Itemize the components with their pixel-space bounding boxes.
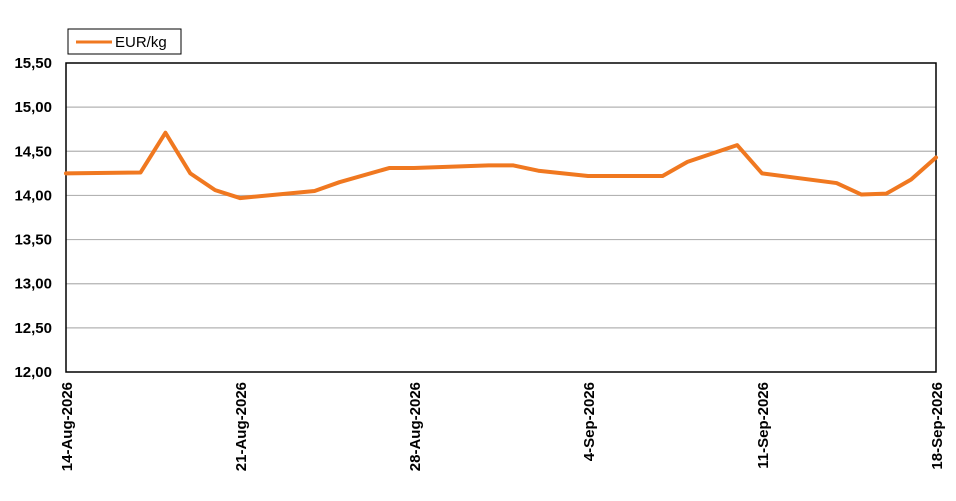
data-point — [935, 156, 937, 158]
y-axis-tick-labels: 12,00 12,50 13,00 13,50 14,00 14,50 15,00 15,50 — [14, 55, 52, 381]
y-tick-label: 14,00 — [14, 187, 52, 204]
legend-label-eur-kg: EUR/kg — [115, 34, 167, 51]
data-point — [512, 164, 514, 166]
x-tick-label: 4-Sep-2026 — [581, 382, 598, 461]
data-point — [885, 193, 887, 195]
x-tick-label: 11-Sep-2026 — [755, 382, 772, 469]
data-point — [239, 197, 241, 199]
data-point — [164, 132, 166, 134]
data-point — [587, 175, 589, 177]
data-point — [338, 181, 340, 183]
data-point — [736, 144, 738, 146]
data-point — [65, 172, 67, 174]
x-tick-label: 18-Sep-2026 — [929, 382, 946, 470]
data-point — [537, 170, 539, 172]
y-tick-label: 13,00 — [14, 276, 52, 293]
data-point — [140, 171, 142, 173]
legend: EUR/kg — [67, 28, 182, 55]
data-point — [761, 172, 763, 174]
data-point — [314, 190, 316, 192]
y-tick-label: 14,50 — [14, 143, 52, 160]
series-layer — [64, 130, 938, 201]
data-point — [686, 161, 688, 163]
data-point — [388, 167, 390, 169]
y-tick-label: 12,00 — [14, 364, 52, 381]
data-point — [214, 189, 216, 191]
data-point — [910, 179, 912, 181]
y-tick-label: 15,50 — [14, 55, 52, 72]
data-point — [562, 172, 564, 174]
x-tick-label: 14-Aug-2026 — [59, 382, 76, 471]
data-point — [189, 172, 191, 174]
y-tick-label: 15,00 — [14, 99, 52, 116]
data-point — [413, 167, 415, 169]
x-tick-label: 28-Aug-2026 — [407, 382, 424, 471]
y-tick-label: 12,50 — [14, 320, 52, 337]
x-tick-label: 21-Aug-2026 — [233, 382, 250, 471]
data-point — [488, 164, 490, 166]
x-axis-tick-labels: 14-Aug-2026 21-Aug-2026 28-Aug-2026 4-Sep-2… — [59, 382, 946, 471]
y-tick-label: 13,50 — [14, 232, 52, 249]
data-point — [836, 182, 838, 184]
data-point — [662, 175, 664, 177]
gridlines — [66, 106, 936, 329]
data-point — [860, 194, 862, 196]
plot-area-frame — [65, 62, 937, 373]
series-line-eur-kg — [64, 130, 938, 201]
